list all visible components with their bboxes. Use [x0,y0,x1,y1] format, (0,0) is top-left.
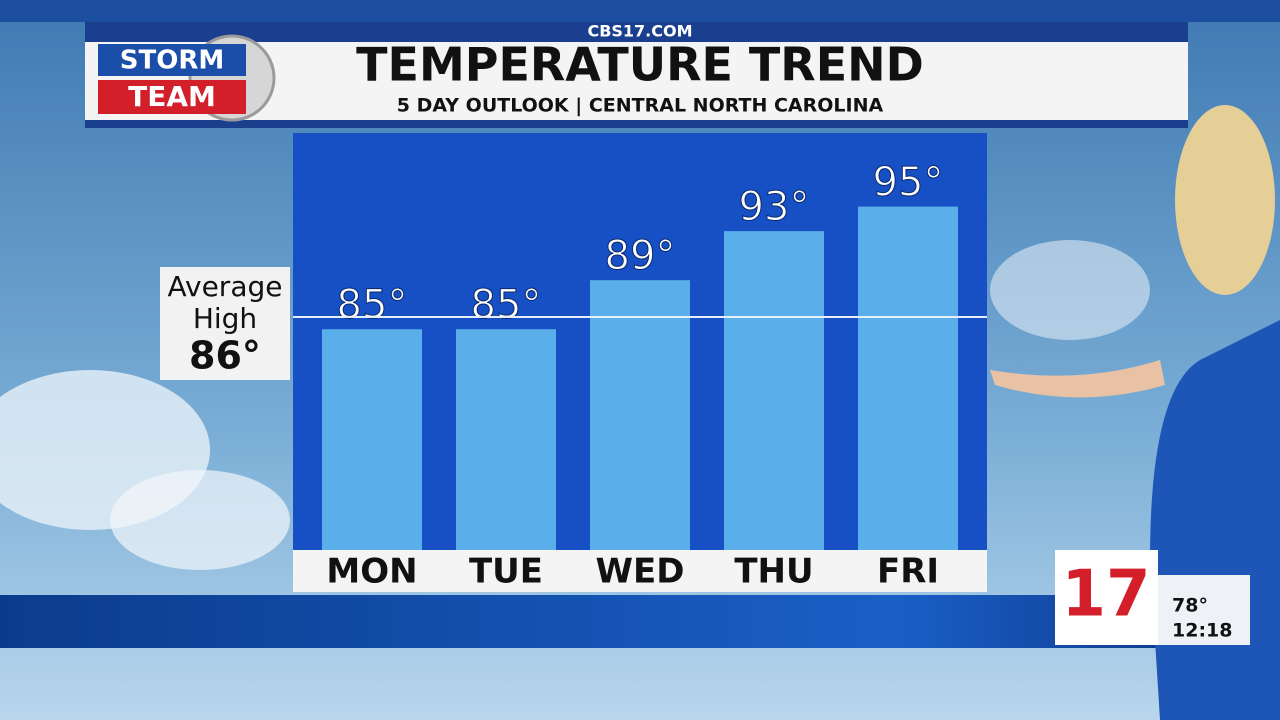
site-strip [85,22,1188,42]
bars: 85° MON 85° TUE 89° WED 93° THU 95° FRI [293,159,987,592]
x-tick-label: TUE [469,552,543,592]
presenter-arm [990,360,1165,398]
logo-text: STORM [120,46,224,76]
value-label: 85° [471,282,542,328]
logo-text: TEAM [128,80,216,113]
average-box [160,267,290,380]
bar [724,231,824,550]
presenter-hair [1175,105,1275,295]
cloud [990,240,1150,340]
x-tick-label: FRI [877,552,939,592]
bug-info [1158,575,1250,645]
x-tick-label: WED [596,552,685,592]
top-strip [0,0,1280,22]
bar [322,329,422,550]
channel: 17 [1061,558,1150,632]
x-tick-label: THU [734,552,813,592]
logo-top [98,44,246,76]
value-label: 85° [337,282,408,328]
temperature: 78° [1172,595,1208,617]
cloud [110,470,290,570]
average-value: 86° [189,334,261,378]
average-label: High [193,302,257,335]
bar [590,280,690,550]
value-label: 95° [873,160,944,206]
chart-title: TEMPERATURE TREND [356,38,924,92]
bug-box [1055,550,1158,645]
category-strip [293,550,987,592]
logo-bottom [98,80,246,114]
bar [858,206,958,550]
time: 12:18 [1172,620,1232,642]
x-tick-label: MON [326,552,417,592]
chart-subtitle: 5 DAY OUTLOOK | CENTRAL NORTH CAROLINA [397,95,884,117]
site: CBS17.COM [587,22,692,41]
value-label: 89° [605,233,676,279]
bar [456,329,556,550]
value-label: 93° [739,184,810,230]
average-label: Average [168,270,283,303]
title-bar-edge [85,120,1188,128]
